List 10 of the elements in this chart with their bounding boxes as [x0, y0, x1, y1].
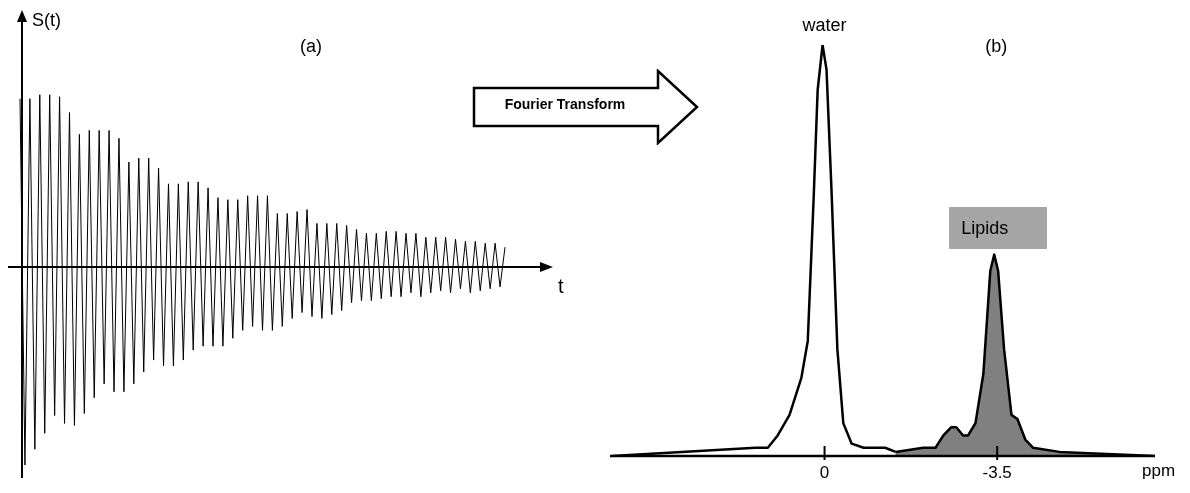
y-axis-title: S(t) [32, 10, 61, 31]
x-tick-label: -3.5 [982, 463, 1012, 482]
annotation: water [801, 15, 848, 36]
x-axis-title: ppm [1142, 461, 1176, 481]
x-axis-title: t [558, 275, 564, 298]
x-tick-label: 0 [819, 463, 830, 482]
annotation: Fourier Transform [503, 96, 627, 112]
chart-title: (a) [300, 36, 322, 57]
annotation: Lipids [949, 206, 1048, 249]
chart-title: (b) [985, 36, 1008, 57]
